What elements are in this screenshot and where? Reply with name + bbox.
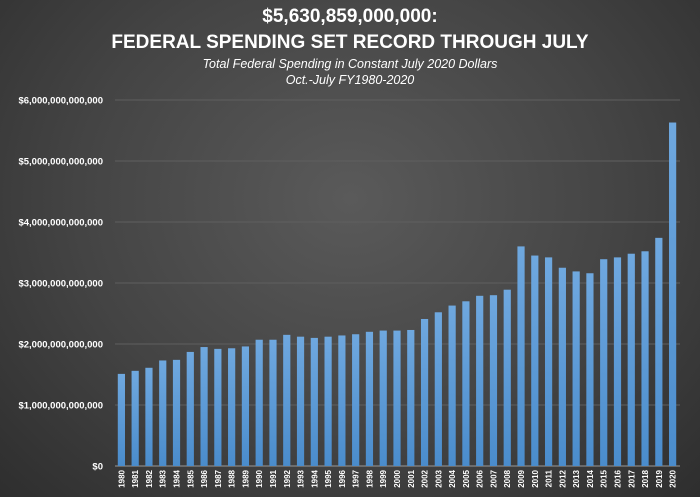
x-tick-label: 2020 [669, 469, 678, 487]
bar-1994 [310, 337, 318, 466]
bar-2020 [669, 122, 677, 466]
x-tick-label: 1989 [241, 469, 250, 487]
x-tick-label: 2006 [476, 469, 485, 487]
x-tick-label: 1997 [352, 469, 361, 487]
bar-2002 [420, 318, 429, 466]
x-tick-label: 2019 [655, 469, 664, 487]
bar-1984 [172, 359, 181, 466]
y-tick-label: $0 [92, 462, 103, 473]
bar-2013 [572, 271, 580, 466]
x-tick-label: 1985 [186, 469, 195, 487]
bar-1987 [214, 348, 222, 466]
x-tick-label: 2008 [503, 469, 512, 487]
chart-title: $5,630,859,000,000: [262, 6, 438, 27]
x-tick-label: 2000 [393, 469, 402, 487]
bar-2009 [517, 246, 525, 466]
bar-1995 [324, 336, 332, 466]
x-tick-label: 1992 [283, 469, 292, 487]
chart-subtitle-line2: Oct.-July FY1980-2020 [285, 73, 415, 87]
x-tick-label: 1991 [269, 469, 278, 487]
y-tick-label: $1,000,000,000,000 [18, 401, 103, 412]
x-tick-label: 2010 [531, 469, 540, 487]
bar-1997 [352, 334, 360, 466]
bar-2007 [489, 295, 498, 466]
bar-1996 [338, 335, 346, 466]
chart-title-line2: FEDERAL SPENDING SET RECORD THROUGH JULY [111, 32, 589, 53]
x-tick-label: 2015 [600, 469, 609, 487]
bar-2012 [558, 267, 566, 466]
bar-2001 [407, 329, 415, 466]
x-tick-label: 1987 [214, 469, 223, 487]
x-tick-label: 2011 [545, 469, 554, 487]
x-tick-label: 2018 [641, 469, 650, 487]
bar-1992 [283, 334, 291, 466]
x-tick-label: 1988 [228, 469, 237, 487]
bar-2019 [655, 237, 663, 466]
x-tick-label: 2012 [558, 469, 567, 487]
x-tick-label: 2004 [448, 469, 457, 487]
x-tick-label: 1994 [310, 469, 319, 487]
x-tick-label: 2014 [586, 469, 595, 487]
bar-1998 [365, 331, 374, 466]
chart-subtitle: Total Federal Spending in Constant July … [202, 57, 498, 71]
bar-2004 [448, 305, 456, 466]
bar-2015 [600, 259, 608, 466]
bar-1986 [200, 347, 208, 466]
x-tick-label: 1993 [297, 469, 306, 487]
y-tick-label: $2,000,000,000,000 [18, 340, 103, 351]
x-tick-label: 2013 [572, 469, 581, 487]
y-tick-label: $3,000,000,000,000 [18, 279, 103, 290]
x-tick-label: 2001 [407, 469, 416, 487]
x-tick-label: 1984 [173, 469, 182, 487]
x-tick-label: 2005 [462, 469, 471, 487]
bar-2016 [613, 257, 622, 466]
bar-1991 [269, 339, 277, 466]
bar-2000 [393, 330, 401, 466]
x-tick-label: 1983 [159, 469, 168, 487]
bar-1981 [131, 370, 139, 466]
bar-1980 [117, 373, 125, 466]
bar-1983 [159, 360, 167, 466]
x-tick-label: 2003 [434, 469, 443, 487]
x-tick-label: 1998 [365, 469, 374, 487]
x-tick-label: 2007 [489, 469, 498, 487]
bar-2011 [544, 257, 553, 466]
bar-2005 [462, 301, 470, 466]
bar-2008 [503, 289, 511, 466]
bar-1988 [228, 348, 236, 466]
x-tick-label: 1995 [324, 469, 333, 487]
x-tick-label: 1990 [255, 469, 264, 487]
y-tick-label: $4,000,000,000,000 [18, 218, 103, 229]
x-tick-label: 1986 [200, 469, 209, 487]
bar-1999 [379, 330, 387, 466]
x-tick-label: 1996 [338, 469, 347, 487]
bar-2003 [434, 312, 442, 466]
bar-2010 [531, 255, 539, 466]
x-tick-label: 2017 [627, 469, 636, 487]
bar-1993 [296, 336, 305, 466]
bar-2014 [586, 273, 594, 466]
bar-1982 [145, 367, 153, 466]
x-tick-label: 2016 [613, 469, 622, 487]
y-tick-label: $6,000,000,000,000 [18, 96, 103, 107]
bar-2018 [641, 251, 649, 466]
x-tick-label: 1982 [145, 469, 154, 487]
x-tick-label: 2002 [421, 469, 430, 487]
x-tick-label: 2009 [517, 469, 526, 487]
x-tick-label: 1999 [379, 469, 388, 487]
y-tick-label: $5,000,000,000,000 [18, 157, 103, 168]
x-tick-label: 1981 [131, 469, 140, 487]
bar-1985 [186, 351, 194, 466]
x-tick-label: 1980 [117, 469, 126, 487]
bar-2006 [476, 295, 484, 466]
bar-1989 [241, 346, 250, 466]
bar-2017 [627, 253, 635, 466]
bar-1990 [255, 339, 263, 466]
